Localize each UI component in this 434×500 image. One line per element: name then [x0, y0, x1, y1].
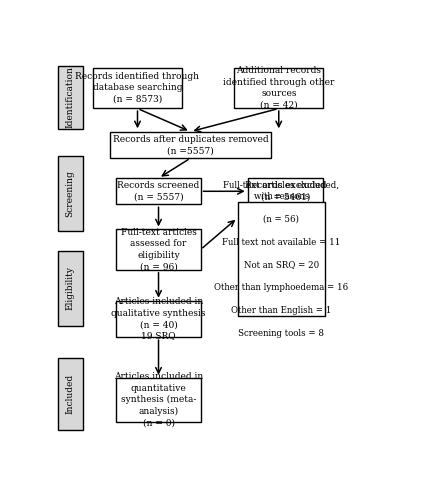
Text: Records excluded
(n = 5461): Records excluded (n = 5461)	[245, 181, 326, 202]
Text: Records screened
(n = 5557): Records screened (n = 5557)	[117, 181, 200, 202]
FancyBboxPatch shape	[237, 202, 325, 316]
FancyBboxPatch shape	[234, 68, 323, 108]
Text: Articles included in
quantitative
synthesis (meta-
analysis)
(n = 0): Articles included in quantitative synthe…	[114, 372, 203, 428]
Text: Articles included in
qualitative synthesis
(n = 40)
19 SRQ: Articles included in qualitative synthes…	[111, 297, 206, 341]
FancyBboxPatch shape	[58, 358, 83, 430]
FancyBboxPatch shape	[116, 300, 201, 337]
Text: Identification: Identification	[66, 66, 75, 128]
FancyBboxPatch shape	[116, 178, 201, 204]
Text: Full-text articles excluded,
with reasons

(n = 56)

Full text not available = 1: Full-text articles excluded, with reason…	[214, 180, 349, 338]
Text: Additional records
identified through other
sources
(n = 42): Additional records identified through ot…	[223, 66, 335, 110]
FancyBboxPatch shape	[93, 68, 182, 108]
FancyBboxPatch shape	[116, 378, 201, 422]
FancyBboxPatch shape	[248, 178, 323, 204]
FancyBboxPatch shape	[58, 250, 83, 326]
FancyBboxPatch shape	[58, 66, 83, 130]
Text: Screening: Screening	[66, 170, 75, 217]
FancyBboxPatch shape	[116, 230, 201, 270]
Text: Full-text articles
assessed for
eligibility
(n = 96): Full-text articles assessed for eligibil…	[121, 228, 197, 272]
Text: Records identified through
database searching
(n = 8573): Records identified through database sear…	[76, 72, 200, 104]
FancyBboxPatch shape	[110, 132, 271, 158]
Text: Records after duplicates removed
(n =5557): Records after duplicates removed (n =555…	[113, 135, 268, 156]
Text: Eligibility: Eligibility	[66, 266, 75, 310]
Text: Included: Included	[66, 374, 75, 414]
FancyBboxPatch shape	[58, 156, 83, 232]
